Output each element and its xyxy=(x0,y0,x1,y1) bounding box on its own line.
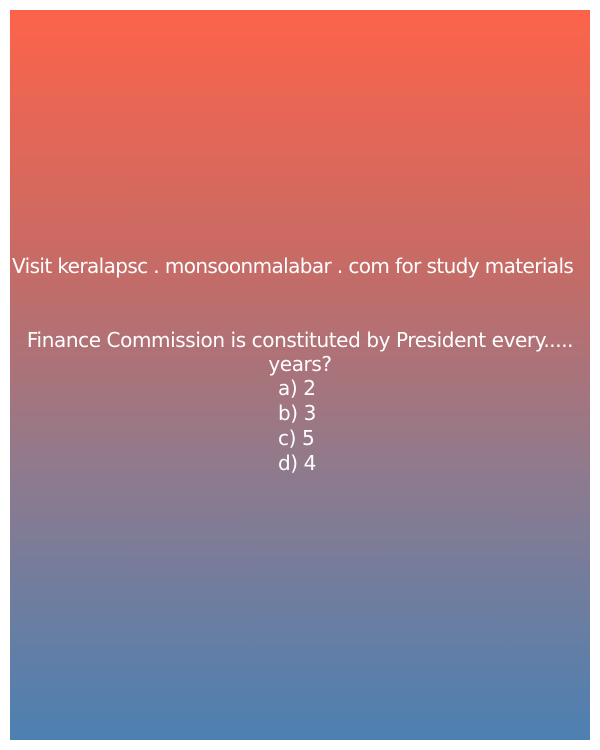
answer-options: a) 2 b) 3 c) 5 d) 4 xyxy=(10,376,590,476)
option-b-label: b) 3 xyxy=(278,401,316,425)
option-a-label: a) 2 xyxy=(278,376,316,400)
option-a: a) 2 xyxy=(10,376,590,401)
quiz-card: Visit keralapsc . monsoonmalabar . com f… xyxy=(10,10,590,740)
option-c: c) 5 xyxy=(10,426,590,451)
option-b: b) 3 xyxy=(10,401,590,426)
question-block: Finance Commission is constituted by Pre… xyxy=(10,328,590,476)
question-text: Finance Commission is constituted by Pre… xyxy=(26,328,574,376)
option-d-label: d) 4 xyxy=(278,451,316,475)
promo-text: Visit keralapsc . monsoonmalabar . com f… xyxy=(12,254,574,278)
option-d: d) 4 xyxy=(10,451,590,476)
option-c-label: c) 5 xyxy=(278,426,315,450)
